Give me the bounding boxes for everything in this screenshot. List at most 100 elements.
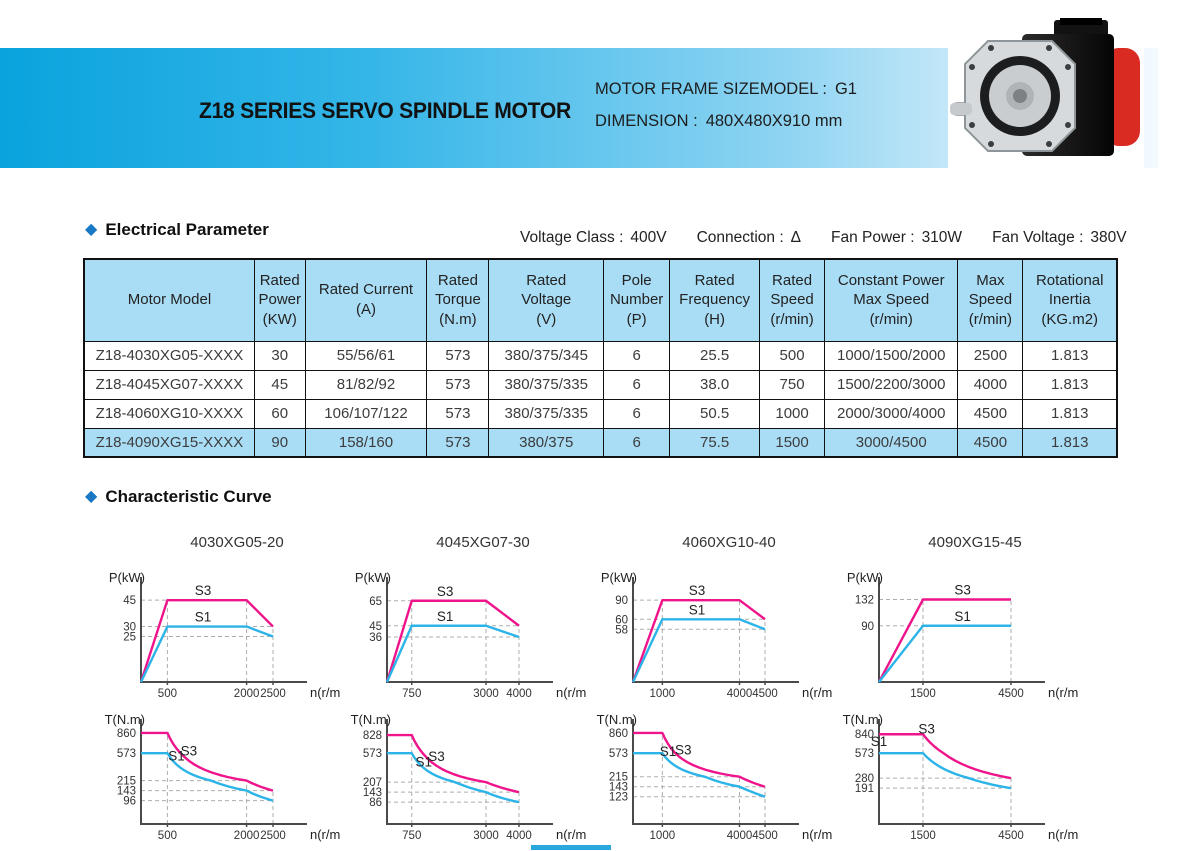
dimension-value: 480X480X910 mm — [705, 112, 843, 130]
svg-text:4500: 4500 — [752, 830, 778, 842]
characteristic-curve-section-head: ◆ Characteristic Curve — [85, 487, 272, 507]
svg-text:191: 191 — [855, 783, 874, 795]
table-row: Z18-4060XG10-XXXX 60 106/107/122 573 380/375… — [83, 398, 1118, 429]
svg-text:S1: S1 — [660, 744, 677, 759]
svg-text:573: 573 — [855, 748, 874, 760]
svg-text:500: 500 — [158, 830, 177, 842]
table-cell: 573 — [426, 398, 490, 429]
chart-title-4060: 4060XG10-40 — [682, 534, 776, 551]
svg-text:143: 143 — [117, 786, 136, 798]
table-cell: 4500 — [957, 427, 1024, 458]
header-cell: Rated Torque (N.m) — [426, 258, 490, 342]
svg-text:750: 750 — [402, 830, 421, 842]
spec-voltage-class: Voltage Class :400V — [520, 229, 667, 246]
svg-text:215: 215 — [117, 776, 136, 788]
svg-text:S3: S3 — [195, 583, 212, 598]
table-cell: 6 — [603, 369, 671, 400]
torque-charts-row: 5002000250086057321514396T(N.m)n(r/min)S… — [95, 712, 1093, 851]
svg-text:1500: 1500 — [910, 688, 936, 700]
svg-text:4000: 4000 — [727, 688, 753, 700]
electrical-section-title: Electrical Parameter — [105, 220, 269, 239]
diamond-bullet-icon: ◆ — [85, 221, 98, 238]
table-cell: 500 — [759, 340, 826, 371]
table-cell: 60 — [253, 398, 306, 429]
header-cell: Constant Power Max Speed (r/min) — [824, 258, 959, 342]
svg-text:S3: S3 — [689, 583, 706, 598]
svg-text:1000: 1000 — [650, 688, 676, 700]
svg-text:215: 215 — [609, 772, 628, 784]
header-cell: Rated Power (KW) — [253, 258, 306, 342]
svg-text:n(r/min): n(r/min) — [556, 685, 587, 700]
table-cell: 1.813 — [1022, 427, 1118, 458]
table-cell: 4500 — [957, 398, 1024, 429]
table-cell: 380/375/345 — [488, 340, 605, 371]
table-cell: 6 — [603, 398, 671, 429]
svg-text:860: 860 — [117, 728, 136, 740]
table-cell: 1.813 — [1022, 398, 1118, 429]
header-cell: Pole Number (P) — [603, 258, 671, 342]
svg-text:573: 573 — [117, 748, 136, 760]
svg-text:n(r/min): n(r/min) — [310, 685, 341, 700]
svg-text:4500: 4500 — [752, 688, 778, 700]
svg-text:500: 500 — [158, 688, 177, 700]
table-row: Z18-4045XG07-XXXX 45 81/82/92 573 380/375/33… — [83, 369, 1118, 400]
motor-product-image — [948, 18, 1144, 170]
table-cell: 90 — [253, 427, 306, 458]
header-cell: Rated Frequency (H) — [669, 258, 761, 342]
svg-text:4000: 4000 — [506, 688, 532, 700]
table-cell: 1500/2200/3000 — [824, 369, 959, 400]
svg-text:1000: 1000 — [650, 830, 676, 842]
svg-text:P(kW): P(kW) — [847, 572, 883, 585]
svg-text:2000: 2000 — [234, 830, 260, 842]
table-cell: 106/107/122 — [304, 398, 428, 429]
svg-text:828: 828 — [363, 730, 382, 742]
frame-size-label: MOTOR FRAME SIZEMODEL : — [595, 80, 827, 98]
header-cell: Rated Current (A) — [304, 258, 428, 342]
table-cell: Z18-4060XG10-XXXX — [83, 398, 255, 429]
table-cell: 1500 — [759, 427, 826, 458]
table-cell: 1000 — [759, 398, 826, 429]
svg-text:S1: S1 — [689, 602, 706, 617]
curve-section-title: Characteristic Curve — [105, 487, 272, 506]
svg-text:S1: S1 — [168, 749, 185, 764]
power-chart-4090xg15: 1500 4500 132 90 P(kW) n(r/min) S3 S1 — [833, 570, 1093, 709]
svg-text:90: 90 — [861, 621, 874, 633]
table-cell: 55/56/61 — [304, 340, 428, 371]
svg-text:4000: 4000 — [727, 830, 753, 842]
table-cell: 3000/4500 — [824, 427, 959, 458]
table-cell: 2000/3000/4000 — [824, 398, 959, 429]
dimension-label: DIMENSION : — [595, 112, 698, 130]
table-cell: Z18-4045XG07-XXXX — [83, 369, 255, 400]
svg-text:T(N.m): T(N.m) — [843, 714, 883, 727]
svg-text:T(N.m): T(N.m) — [351, 714, 391, 727]
chart-svg: 1500 4500 132 90 P(kW) n(r/min) S3 S1 — [847, 570, 1093, 700]
table-body: Z18-4030XG05-XXXX 30 55/56/61 573 380/375/34… — [83, 340, 1118, 458]
table-cell: 4000 — [957, 369, 1024, 400]
svg-text:P(kW): P(kW) — [355, 572, 391, 585]
motor-image-svg — [950, 18, 1140, 156]
svg-text:S3: S3 — [675, 743, 692, 758]
svg-text:280: 280 — [855, 773, 874, 785]
svg-text:58: 58 — [615, 624, 628, 636]
svg-text:143: 143 — [363, 787, 382, 799]
svg-text:n(r/min): n(r/min) — [556, 827, 587, 842]
table-cell: 1.813 — [1022, 340, 1118, 371]
svg-text:123: 123 — [609, 792, 628, 804]
table-cell: 380/375 — [488, 427, 605, 458]
frame-size-value: G1 — [834, 80, 857, 98]
table-cell: 1.813 — [1022, 369, 1118, 400]
svg-text:96: 96 — [123, 796, 136, 808]
chart-titles-row: 4030XG05-20 4045XG07-30 4060XG10-40 4090… — [95, 534, 1079, 551]
svg-text:P(kW): P(kW) — [109, 572, 145, 585]
footer-bar — [531, 845, 611, 850]
table-cell: 25.5 — [669, 340, 761, 371]
svg-text:T(N.m): T(N.m) — [597, 714, 637, 727]
table-cell: 81/82/92 — [304, 369, 428, 400]
